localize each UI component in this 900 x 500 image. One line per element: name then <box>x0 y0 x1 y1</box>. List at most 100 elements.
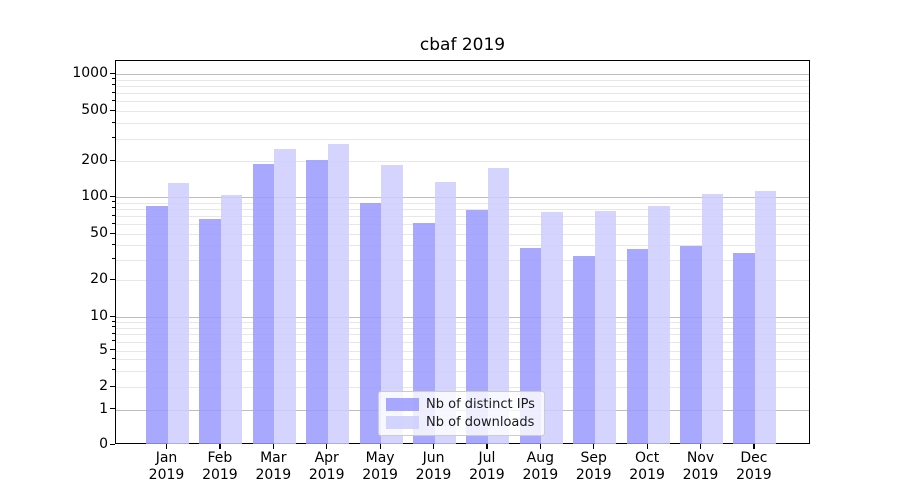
gridline-minor <box>116 79 809 81</box>
x-tick-label-nov: Nov 2019 <box>682 450 719 483</box>
y-tick-label: 1000 <box>72 65 108 81</box>
legend-swatch-distinct-ips <box>386 398 419 411</box>
y-tick-mark-minor <box>112 159 115 161</box>
bar-distinct-ips-sep <box>573 256 595 444</box>
y-tick-mark-minor <box>112 207 115 209</box>
bar-distinct-ips-mar <box>252 163 275 444</box>
y-tick-mark <box>110 315 115 317</box>
bar-distinct-ips-jul <box>466 210 488 444</box>
legend-label-distinct-ips: Nb of distinct IPs <box>426 397 535 412</box>
gridline-major <box>116 74 809 75</box>
y-tick-mark-minor <box>112 84 115 86</box>
x-tick-mark <box>326 444 328 449</box>
x-tick-label-jul: Jul 2019 <box>469 450 505 483</box>
y-tick-mark-minor <box>112 137 115 139</box>
y-tick-mark-minor <box>112 243 115 245</box>
gridline-minor <box>116 359 809 361</box>
y-tick-mark-minor <box>112 201 115 203</box>
gridline-major <box>116 317 809 318</box>
y-tick-mark <box>110 195 115 197</box>
bar-downloads-may <box>381 165 403 444</box>
y-tick-label: 20 <box>90 271 108 287</box>
y-tick-mark-minor <box>112 340 115 342</box>
y-tick-mark-minor <box>112 109 115 111</box>
bar-distinct-ips-feb <box>199 219 221 444</box>
gridline-minor <box>116 341 809 343</box>
gridline-minor <box>116 208 809 210</box>
y-tick-mark-minor <box>112 232 115 234</box>
y-tick-mark-minor <box>112 121 115 123</box>
y-tick-mark-minor <box>112 369 115 371</box>
bar-distinct-ips-nov <box>680 246 702 444</box>
bar-downloads-mar <box>274 148 296 444</box>
y-tick-mark-minor <box>112 332 115 334</box>
x-tick-label-mar: Mar 2019 <box>255 450 292 483</box>
gridline-minor <box>116 161 809 162</box>
y-tick-label: 50 <box>90 225 108 241</box>
gridline-minor <box>116 216 809 218</box>
x-tick-label-jun: Jun 2019 <box>415 450 452 483</box>
x-tick-mark <box>219 444 221 449</box>
gridline-minor <box>116 280 809 281</box>
y-tick-label: 500 <box>81 102 108 118</box>
y-tick-label: 100 <box>81 188 108 204</box>
x-tick-mark <box>646 444 648 449</box>
x-tick-label-oct: Oct 2019 <box>629 450 665 483</box>
y-tick-mark-minor <box>112 222 115 224</box>
legend-item-distinct-ips: Nb of distinct IPs <box>386 397 535 412</box>
x-tick-mark <box>699 444 702 449</box>
bar-downloads-dec <box>754 191 777 444</box>
bar-distinct-ips-oct <box>626 249 649 444</box>
plot-area <box>115 60 810 444</box>
bar-distinct-ips-apr <box>306 159 328 444</box>
bar-downloads-jul <box>487 168 510 444</box>
x-tick-mark <box>432 444 435 449</box>
x-tick-label-apr: Apr 2019 <box>308 450 345 483</box>
legend-swatch-downloads <box>386 416 419 429</box>
bar-downloads-aug <box>541 212 563 444</box>
y-tick-mark-minor <box>112 99 115 101</box>
bar-downloads-nov <box>701 194 723 444</box>
x-tick-mark <box>753 444 755 449</box>
gridline-minor <box>116 245 809 247</box>
bar-downloads-sep <box>594 210 617 444</box>
x-tick-mark <box>539 444 541 449</box>
y-tick-mark-minor <box>112 385 115 387</box>
x-tick-mark <box>165 444 168 449</box>
gridline-major <box>116 197 809 198</box>
gridline-minor <box>116 334 809 336</box>
y-tick-label: 2 <box>99 378 108 394</box>
chart-title: cbaf 2019 <box>419 35 506 55</box>
y-tick-label: 1 <box>99 400 108 417</box>
x-tick-label-feb: Feb 2019 <box>202 450 238 483</box>
y-tick-mark-minor <box>112 258 115 260</box>
x-tick-label-aug: Aug 2019 <box>522 450 559 483</box>
gridline-minor <box>116 224 809 226</box>
bar-downloads-jan <box>167 183 189 444</box>
gridline-minor <box>116 123 809 125</box>
gridline-minor <box>116 259 809 261</box>
gridline-minor <box>116 327 809 329</box>
x-tick-mark <box>593 444 595 449</box>
x-tick-label-may: May 2019 <box>362 450 398 483</box>
gridline-minor <box>116 101 809 103</box>
gridline-minor <box>116 138 809 140</box>
gridline-minor <box>116 85 809 87</box>
gridline-minor <box>116 93 809 95</box>
x-tick-mark <box>379 444 381 449</box>
bar-downloads-jun <box>434 182 456 444</box>
bar-distinct-ips-dec <box>733 253 755 444</box>
y-tick-label: 200 <box>81 152 108 168</box>
gridline-minor <box>116 387 809 388</box>
y-tick-mark <box>110 443 115 445</box>
bar-distinct-ips-may <box>359 202 382 444</box>
gridline-minor <box>116 234 809 235</box>
y-tick-mark-minor <box>112 214 115 216</box>
x-tick-mark <box>486 444 488 449</box>
legend-label-downloads: Nb of downloads <box>426 415 535 430</box>
gridline-minor <box>116 322 809 324</box>
bar-downloads-oct <box>648 206 670 444</box>
y-tick-label: 10 <box>90 308 108 324</box>
x-tick-mark <box>272 444 274 449</box>
